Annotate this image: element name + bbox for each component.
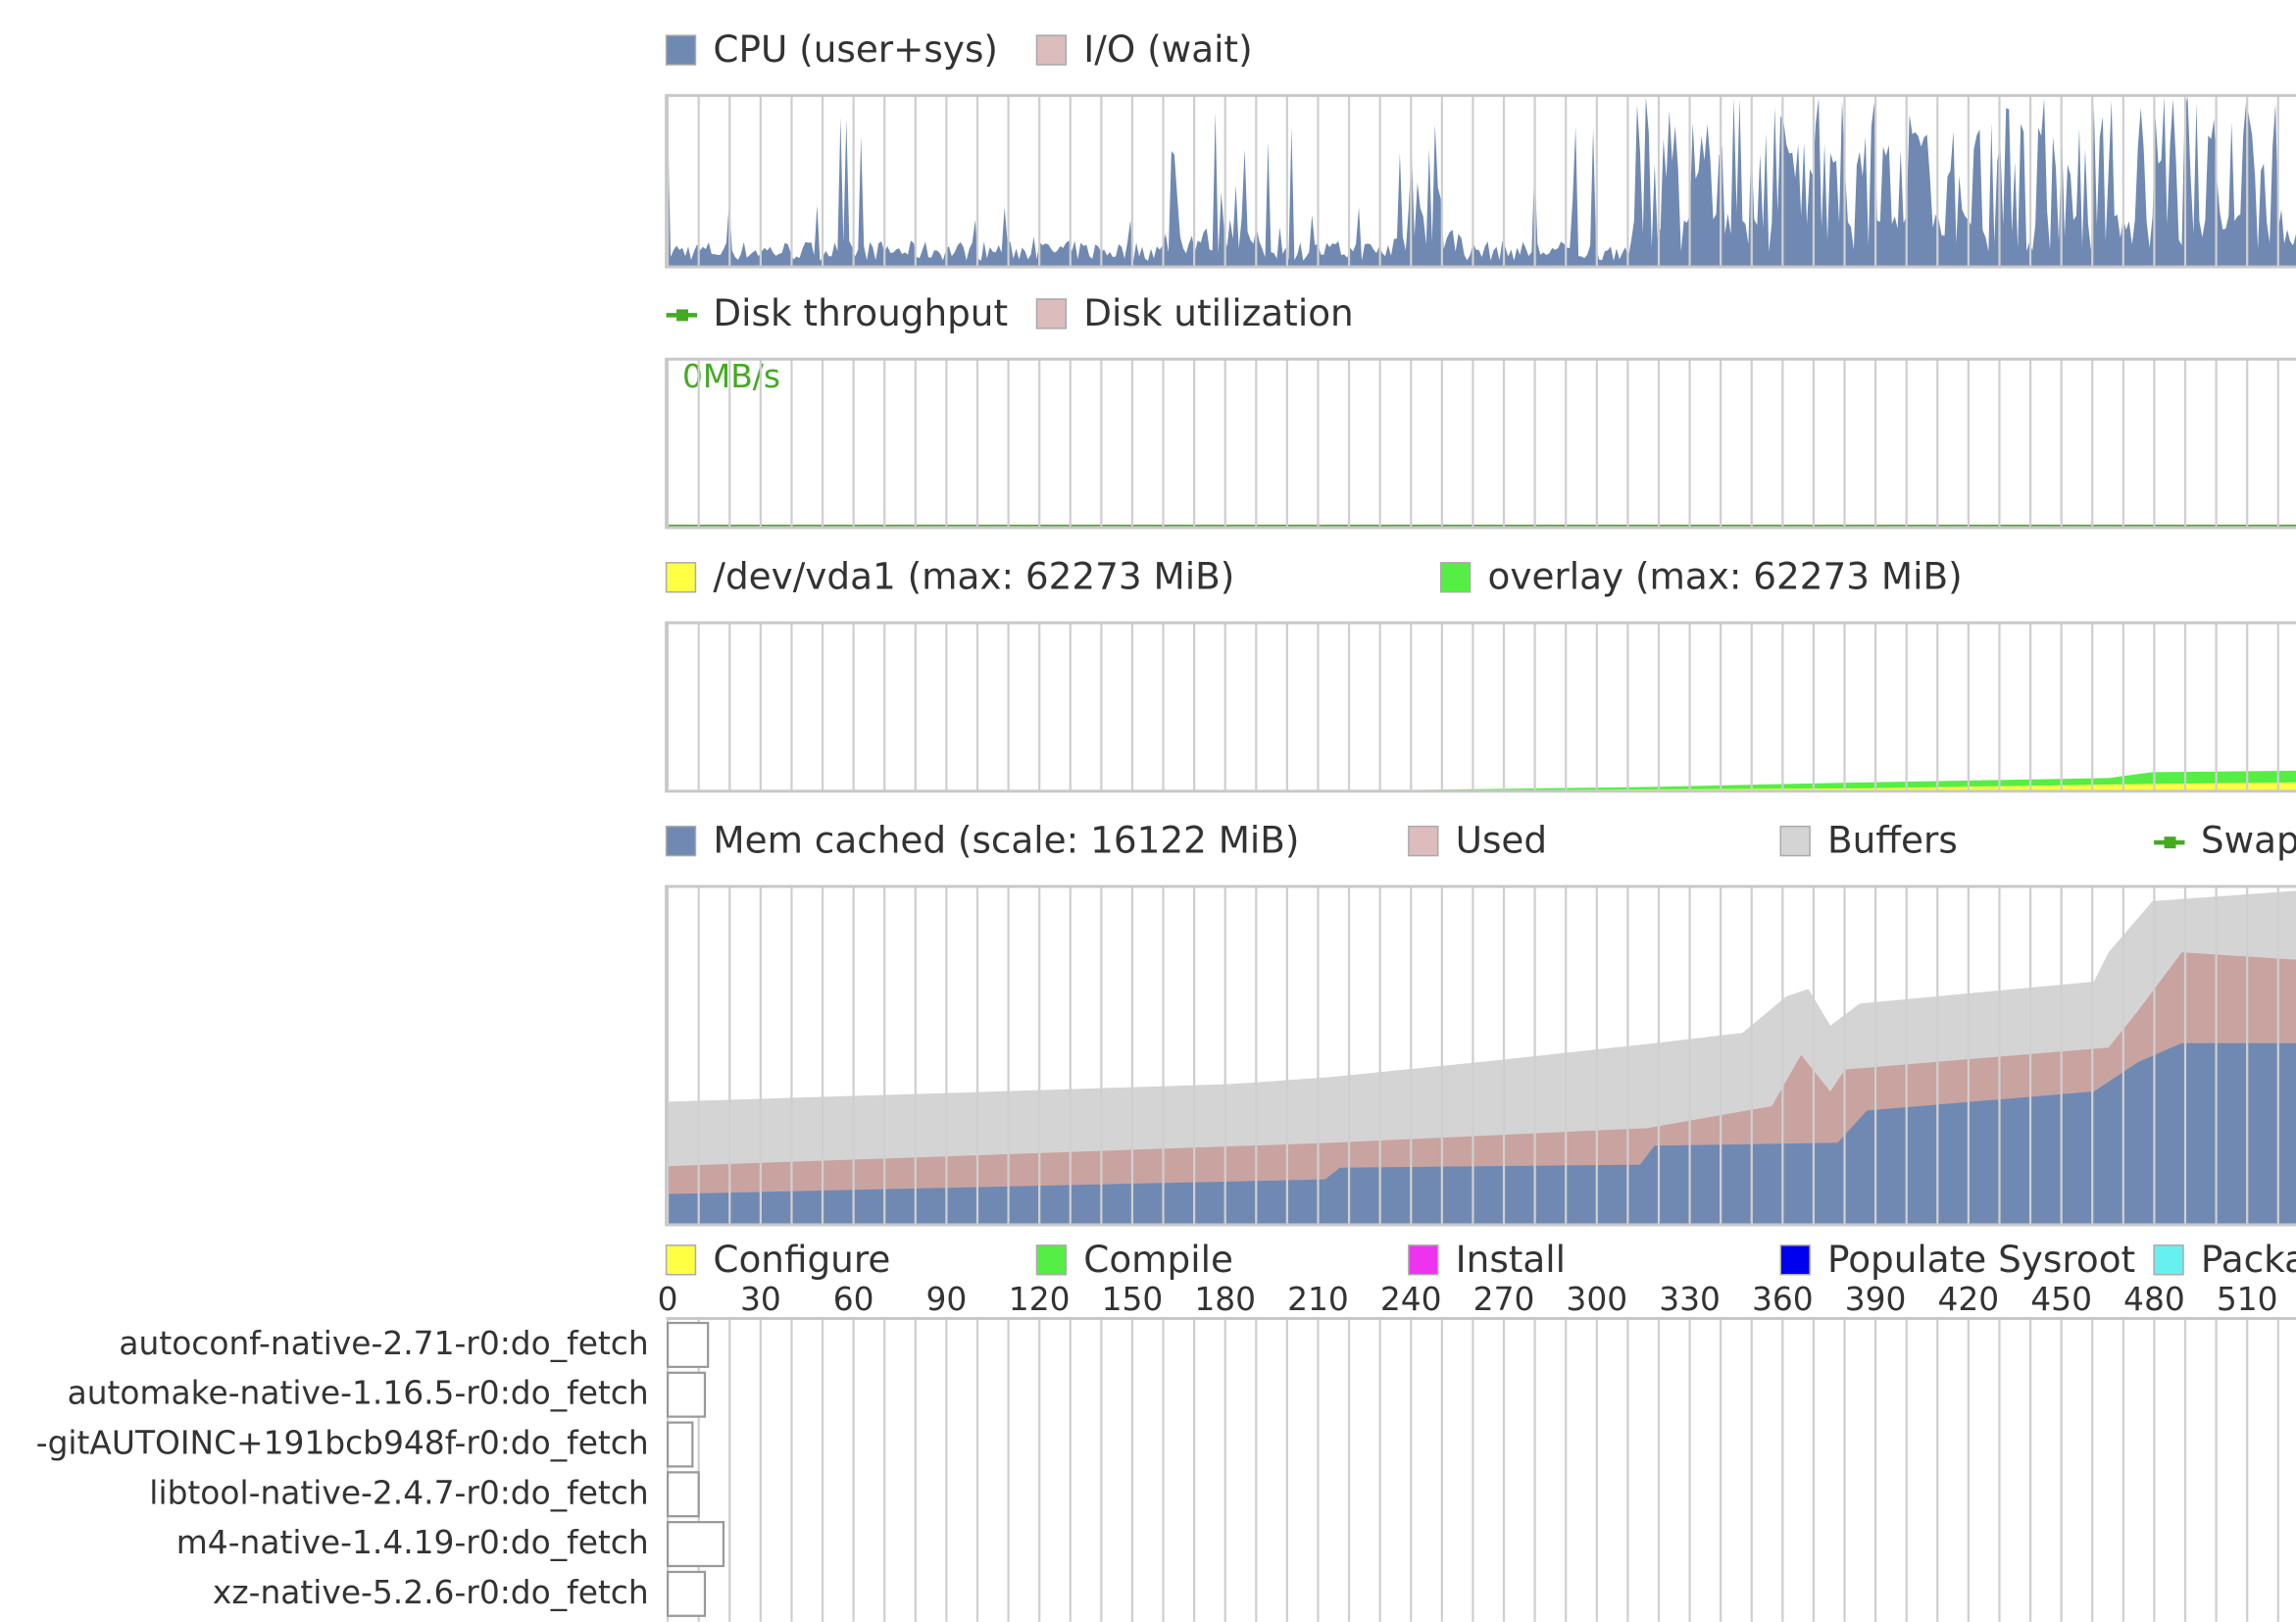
legend-label: Package — [2201, 1238, 2296, 1281]
legend-swatch — [665, 1244, 697, 1276]
time-tick-label: 240 — [1380, 1281, 1442, 1318]
cached-area — [666, 1042, 2296, 1225]
legend-dot — [676, 309, 689, 322]
task-bar — [666, 1521, 725, 1568]
legend-label: Populate Sysroot — [1827, 1238, 2135, 1281]
legend-swatch — [1439, 562, 1472, 593]
chart-frame — [665, 621, 2296, 793]
legend-swatch — [1779, 1244, 1811, 1276]
task-bar — [666, 1421, 694, 1468]
task-name: automake-native-1.16.5-r0:do_fetch — [68, 1375, 649, 1412]
task-name: m4-native-1.4.19-r0:do_fetch — [176, 1524, 649, 1561]
time-tick-label: 300 — [1566, 1281, 1627, 1318]
legend-swatch — [665, 34, 697, 66]
cpu-area — [668, 96, 2296, 268]
task-bar — [666, 1371, 707, 1418]
legend-dot — [2164, 836, 2176, 849]
task-name: -gitAUTOINC+191bcb948f-r0:do_fetch — [36, 1424, 649, 1461]
time-tick-label: 360 — [1752, 1281, 1814, 1318]
time-tick-label: 390 — [1845, 1281, 1907, 1318]
legend-label: overlay (max: 62273 MiB) — [1488, 555, 1963, 598]
legend-label: Disk utilization — [1083, 291, 1353, 334]
time-tick-label: 90 — [926, 1281, 968, 1318]
legend-swatch — [1035, 34, 1068, 66]
legend-label: Configure — [713, 1238, 890, 1281]
task-bar — [666, 1471, 700, 1518]
legend-swatch — [665, 825, 697, 857]
chart-frame — [665, 357, 2296, 530]
legend-label: CPU (user+sys) — [713, 27, 998, 71]
time-tick-label: 30 — [740, 1281, 781, 1318]
legend-label: Buffers — [1827, 819, 1958, 862]
task-bar — [666, 1321, 710, 1368]
legend-swatch — [2153, 1244, 2184, 1276]
legend-swatch — [1408, 825, 1439, 857]
time-tick-label: 0 — [658, 1281, 678, 1318]
time-tick-label: 150 — [1102, 1281, 1164, 1318]
legend-label: Used — [1456, 819, 1547, 862]
legend-swatch — [1035, 298, 1068, 329]
time-tick-label: 510 — [2217, 1281, 2278, 1318]
disk-throughput-label: 0MB/s — [682, 358, 780, 395]
task-name: xz-native-5.2.6-r0:do_fetch — [213, 1574, 649, 1611]
task-bar — [666, 1570, 707, 1617]
task-name: libtool-native-2.4.7-r0:do_fetch — [149, 1474, 648, 1511]
legend-swatch — [1408, 1244, 1439, 1276]
legend-label: Disk throughput — [713, 291, 1008, 334]
legend-label: I/O (wait) — [1083, 27, 1252, 71]
legend-label: Compile — [1083, 1238, 1233, 1281]
time-tick-label: 120 — [1009, 1281, 1071, 1318]
legend-swatch — [1779, 825, 1811, 857]
legend-label: Install — [1456, 1238, 1566, 1281]
legend-label: Swap — [2201, 819, 2296, 862]
task-name: autoconf-native-2.71-r0:do_fetch — [119, 1325, 648, 1362]
legend-label: /dev/vda1 (max: 62273 MiB) — [713, 555, 1234, 598]
vda1-area — [1318, 782, 2296, 791]
time-tick-label: 60 — [833, 1281, 874, 1318]
time-tick-label: 210 — [1287, 1281, 1349, 1318]
chart-frame — [665, 93, 2296, 269]
chart-frame — [665, 885, 2296, 1227]
time-tick-label: 480 — [2123, 1281, 2185, 1318]
time-tick-label: 420 — [1938, 1281, 2000, 1318]
legend-label: Mem cached (scale: 16122 MiB) — [713, 819, 1299, 862]
time-tick-label: 330 — [1659, 1281, 1721, 1318]
legend-swatch — [665, 562, 697, 593]
legend-swatch — [1035, 1244, 1068, 1276]
time-tick-label: 450 — [2030, 1281, 2092, 1318]
time-tick-label: 270 — [1473, 1281, 1535, 1318]
time-tick-label: 180 — [1194, 1281, 1256, 1318]
